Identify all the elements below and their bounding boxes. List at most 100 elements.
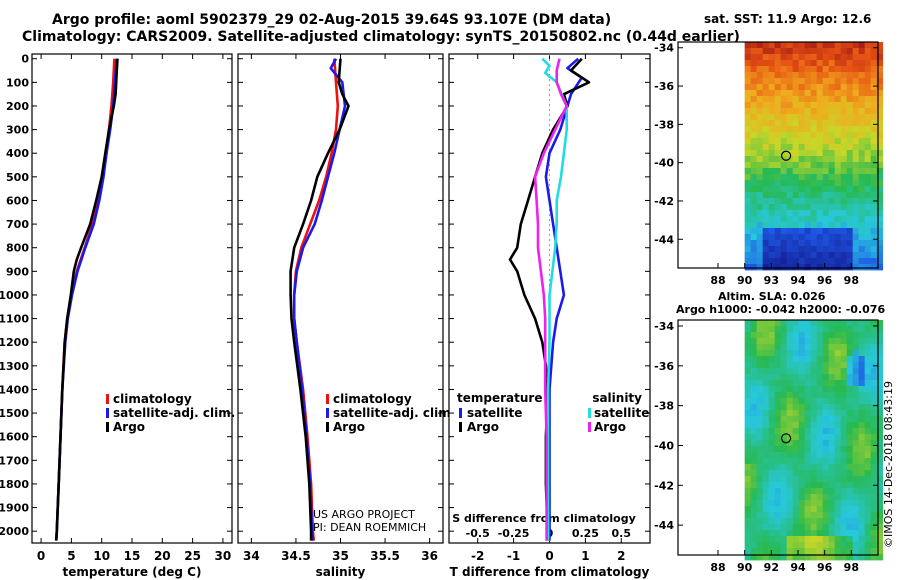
map-cell [804,464,812,471]
map-cell [816,90,824,97]
map-cell [756,78,764,85]
map-cell [756,356,764,363]
map-cell [858,410,866,417]
map-cell [822,264,830,271]
map-cell [852,392,860,399]
map-cell [810,518,818,525]
map-cell [774,102,782,109]
map-cell [810,422,818,429]
map-cell [744,488,752,495]
map-cell [858,216,866,223]
map-cell [840,548,848,555]
map-cell [768,168,776,175]
map-cell [834,422,842,429]
profile-location-marker [780,150,792,161]
map-cell [768,500,776,507]
map-cell [744,96,752,103]
map-cell [870,362,878,369]
map-cell [798,422,806,429]
ytick-label: 1300 [0,360,29,373]
map-cell [810,108,818,115]
map-cell [828,452,836,459]
map-cell [822,422,830,429]
map-cell [762,368,770,375]
map-cell [828,54,836,61]
map-cell [834,362,842,369]
map-cell [852,350,860,357]
map-cell [828,386,836,393]
map-cell [864,350,872,357]
map-cell [876,66,884,73]
map-cell [792,234,800,241]
map-cell [864,228,872,235]
map-cell [870,78,878,85]
map-cell [828,440,836,447]
map-cell [834,126,842,133]
map-cell [786,210,794,217]
map-cell [768,518,776,525]
map-cell [846,512,854,519]
map-cell [870,542,878,549]
map-cell [876,386,884,393]
map-cell [858,374,866,381]
map-cell [876,434,884,441]
map-cell [876,392,884,399]
xtick-label-temperature: 0 [37,549,45,563]
map-cell [834,500,842,507]
map-cell [816,356,824,363]
map-cell [834,216,842,223]
map-cell [792,174,800,181]
map-cell [792,338,800,345]
map-cell [858,446,866,453]
map-cell [804,506,812,513]
map-cell [810,338,818,345]
map-cell [774,500,782,507]
map-cell [816,362,824,369]
map-cell [750,506,758,513]
map-cell [822,42,830,49]
map-cell [876,326,884,333]
map-cell [804,320,812,327]
xtick-label-difference: -2 [471,549,484,563]
map-cell [750,72,758,79]
map-cell [780,434,788,441]
map-cell [762,470,770,477]
ytick-label: 2000 [0,525,29,538]
map-cell [756,386,764,393]
map-cell [756,258,764,265]
map-cell [858,416,866,423]
map-cell [792,186,800,193]
map-cell [870,392,878,399]
map-cell [864,554,872,561]
map-cell [786,512,794,519]
map-cell [804,440,812,447]
map-cell [804,234,812,241]
map-cell [774,320,782,327]
map-cell [750,198,758,205]
map-cell [810,530,818,537]
map-cell [744,78,752,85]
map-cell [834,258,842,265]
map-cell [852,174,860,181]
map-cell [762,144,770,151]
map-cell [768,204,776,211]
map-cell [834,482,842,489]
map-cell [798,252,806,259]
xtick-label-salinity: 34 [243,549,260,563]
map-cell [810,434,818,441]
map-cell [768,210,776,217]
map-cell [858,246,866,253]
map-cell [858,228,866,235]
map-cell [774,210,782,217]
map-cell [744,210,752,217]
map-cell [816,548,824,555]
map-cell [816,500,824,507]
map-cell [840,96,848,103]
map-cell [744,132,752,139]
map-cell [816,368,824,375]
map-cell [876,258,884,265]
map-cell [852,368,860,375]
map-cell [786,174,794,181]
map-cell [804,392,812,399]
map-cell [858,96,866,103]
